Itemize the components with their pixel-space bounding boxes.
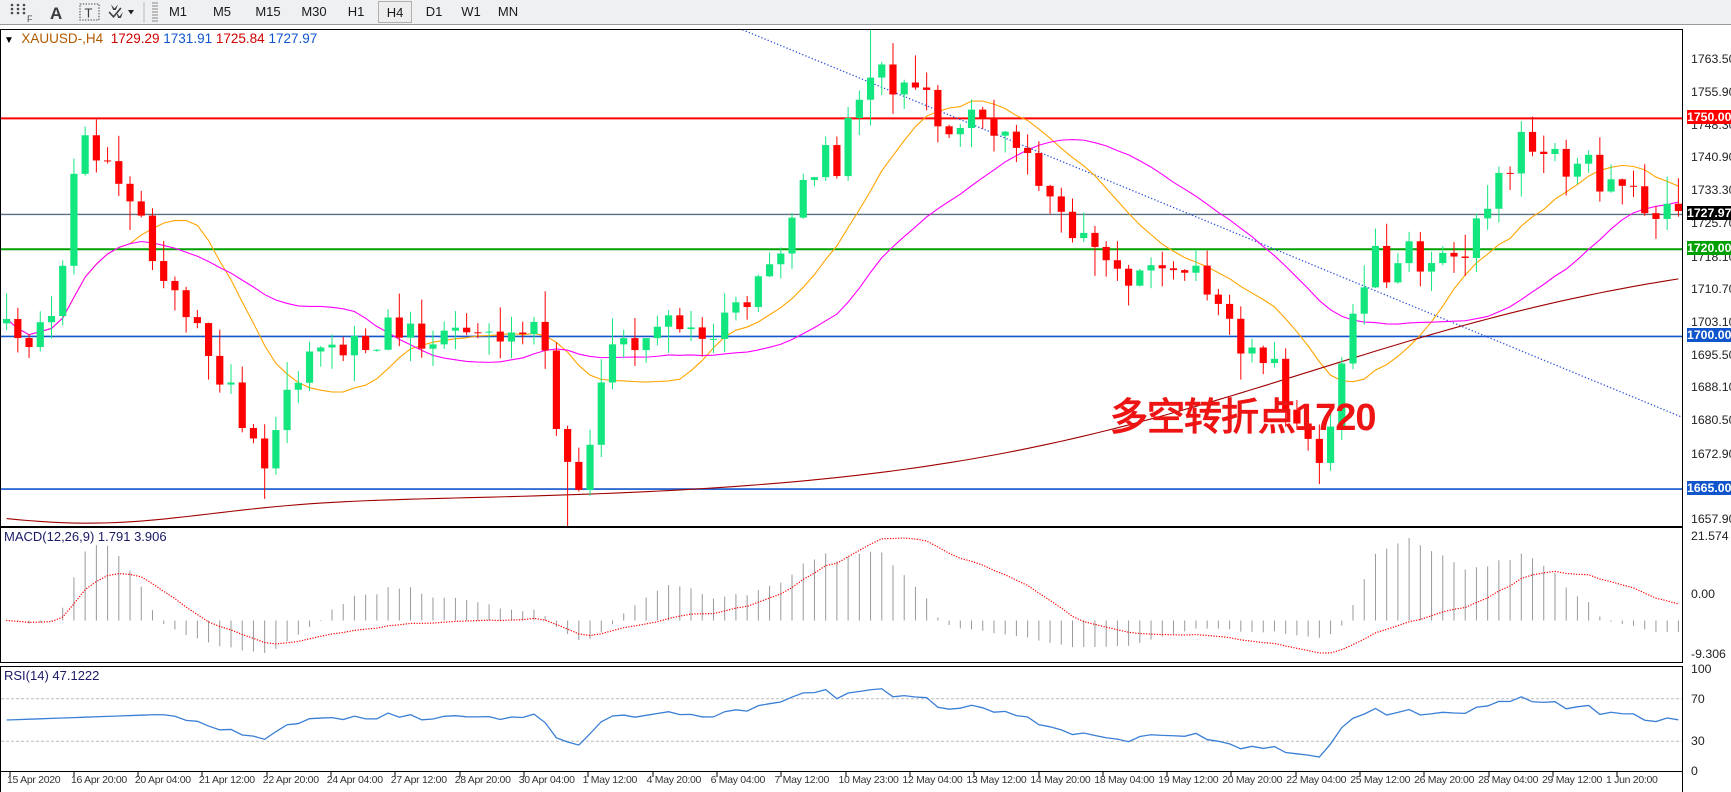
svg-text:A: A: [50, 4, 62, 23]
svg-text:F: F: [27, 14, 33, 24]
svg-text:T: T: [85, 6, 93, 21]
